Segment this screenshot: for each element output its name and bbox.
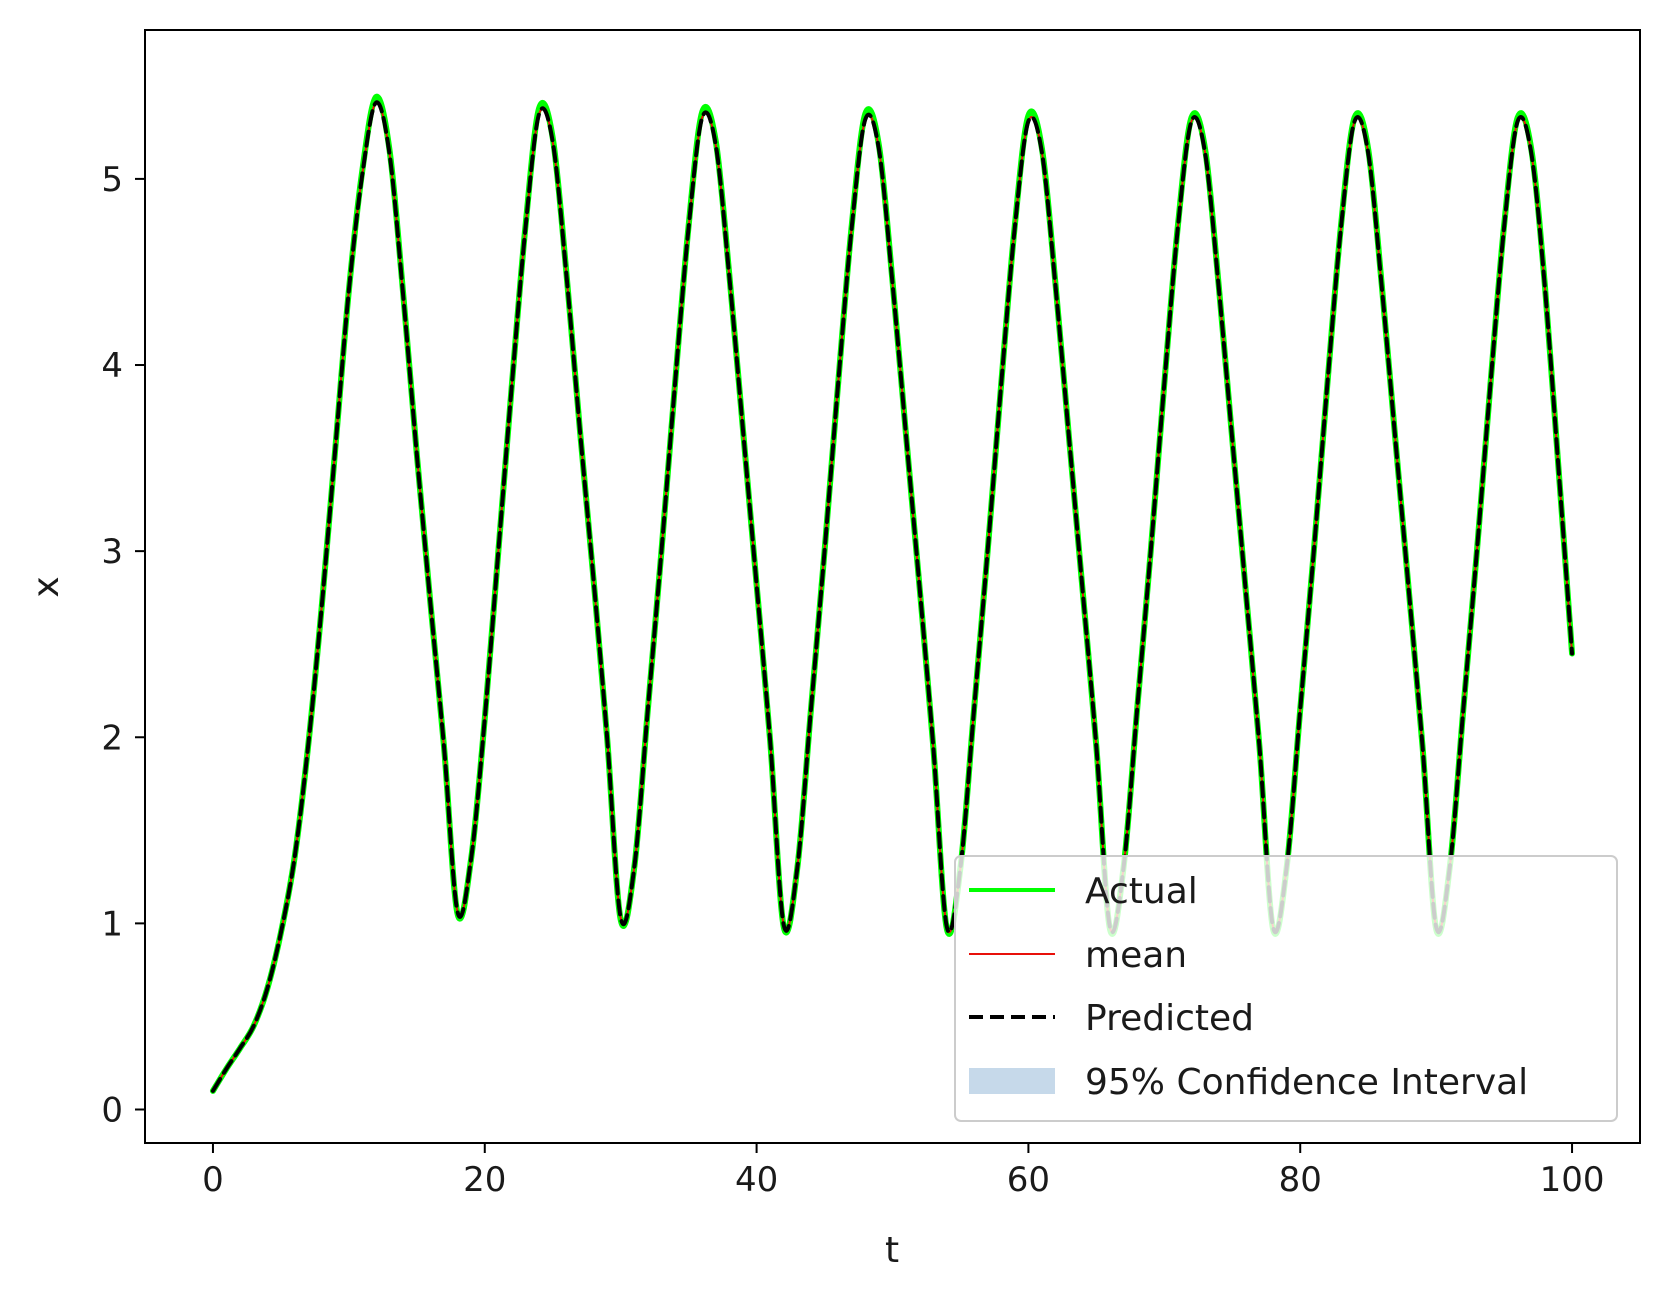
x-tick-label-40: 40 xyxy=(735,1160,778,1200)
y-axis-label: x xyxy=(26,576,67,597)
y-tick-label-2: 2 xyxy=(101,718,123,758)
x-tick-label-60: 60 xyxy=(1007,1160,1050,1200)
x-tick-label-100: 100 xyxy=(1540,1160,1605,1200)
legend-label-predicted: Predicted xyxy=(1085,998,1254,1039)
y-tick-label-0: 0 xyxy=(101,1090,123,1130)
x-tick-label-0: 0 xyxy=(202,1160,224,1200)
y-axis: 0 1 2 3 4 5 xyxy=(101,160,145,1130)
x-tick-label-20: 20 xyxy=(463,1160,506,1200)
x-tick-label-80: 80 xyxy=(1279,1160,1322,1200)
legend-swatch-confidence-interval xyxy=(969,1068,1055,1094)
legend: Actual mean Predicted 95% Confidence Int… xyxy=(954,855,1618,1122)
legend-box xyxy=(954,855,1618,1122)
y-tick-label-3: 3 xyxy=(101,532,123,572)
legend-label-mean: mean xyxy=(1085,935,1187,976)
axes-frame xyxy=(144,29,1641,1144)
series-line-predicted xyxy=(210,100,1575,1093)
legend-label-actual: Actual xyxy=(1085,871,1198,912)
x-axis: 0 20 40 60 80 100 xyxy=(202,1143,1604,1200)
y-tick-label-4: 4 xyxy=(101,346,123,386)
series-group xyxy=(209,93,1576,1094)
y-tick-label-1: 1 xyxy=(101,904,123,944)
legend-label-confidence-interval: 95% Confidence Interval xyxy=(1085,1062,1528,1103)
x-axis-label: t xyxy=(885,1230,899,1271)
y-tick-label-5: 5 xyxy=(101,160,123,200)
